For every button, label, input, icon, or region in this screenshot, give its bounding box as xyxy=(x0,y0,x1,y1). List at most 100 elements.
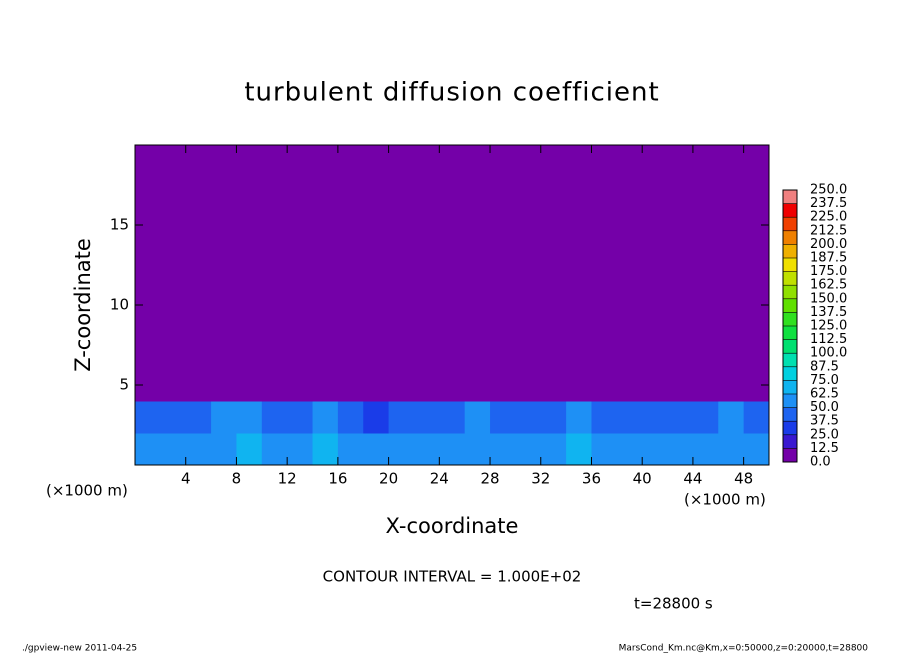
colorbar-label: 62.5 xyxy=(810,387,839,402)
heat-cell xyxy=(439,305,466,338)
heat-cell xyxy=(464,273,491,306)
heat-cell xyxy=(236,337,263,370)
heat-cell xyxy=(642,401,669,434)
heat-cell xyxy=(185,369,212,402)
heat-cell xyxy=(591,305,618,338)
heat-cell xyxy=(515,177,542,210)
heat-cell xyxy=(363,337,390,370)
heat-cell xyxy=(464,369,491,402)
heat-cell xyxy=(540,401,567,434)
heat-cell xyxy=(464,145,491,178)
heat-cell xyxy=(312,337,339,370)
colorbar-label: 237.5 xyxy=(810,196,847,211)
heat-cell xyxy=(135,273,161,306)
heat-cell xyxy=(413,209,440,242)
heat-cell xyxy=(363,145,390,178)
heat-cell xyxy=(464,305,491,338)
heat-cell xyxy=(185,273,212,306)
heat-cell xyxy=(642,305,669,338)
heat-cell xyxy=(388,209,415,242)
heat-cell xyxy=(388,177,415,210)
colorbar-label: 100.0 xyxy=(810,346,847,361)
heat-cell xyxy=(692,209,719,242)
heat-cell xyxy=(337,209,364,242)
heat-cell xyxy=(743,401,770,434)
heat-cell xyxy=(540,433,567,466)
x-tick-label: 12 xyxy=(278,470,297,488)
heat-cell xyxy=(135,401,161,434)
heat-cell xyxy=(667,337,694,370)
heat-cell xyxy=(160,305,187,338)
x-tick-label: 28 xyxy=(480,470,499,488)
colorbar-swatch xyxy=(783,326,797,340)
heat-cell xyxy=(515,433,542,466)
heat-cell xyxy=(236,177,263,210)
heat-cell xyxy=(261,369,288,402)
colorbar-swatch xyxy=(783,271,797,286)
heat-cell xyxy=(185,401,212,434)
heat-cell xyxy=(312,241,339,274)
heat-cell xyxy=(667,433,694,466)
heat-cell xyxy=(261,241,288,274)
heat-cell xyxy=(236,305,263,338)
x-tick-label: 44 xyxy=(683,470,702,488)
heat-cell xyxy=(692,241,719,274)
heat-cell xyxy=(211,145,237,178)
heat-cell xyxy=(337,369,364,402)
heat-cell xyxy=(616,305,643,338)
heat-cell xyxy=(616,401,643,434)
colorbar-swatch xyxy=(783,298,797,313)
heat-cell xyxy=(616,433,643,466)
heat-cell xyxy=(261,145,288,178)
heat-cell xyxy=(160,369,187,402)
heat-cell xyxy=(312,209,339,242)
heat-cell xyxy=(287,273,314,306)
heat-cell xyxy=(413,337,440,370)
heat-cell xyxy=(135,305,161,338)
heat-cell xyxy=(363,401,390,434)
heat-cell xyxy=(287,209,314,242)
heat-cell xyxy=(211,209,237,242)
x-axis-label: X-coordinate xyxy=(386,514,519,538)
heat-cell xyxy=(515,273,542,306)
heat-cell xyxy=(160,433,187,466)
heat-cell xyxy=(312,433,339,466)
heat-cell xyxy=(566,433,592,466)
heat-cell xyxy=(718,209,745,242)
heat-cell xyxy=(515,401,542,434)
heat-cell xyxy=(337,145,364,178)
heat-cell xyxy=(211,369,237,402)
heat-cell xyxy=(566,369,592,402)
x-tick-label: 8 xyxy=(232,470,242,488)
heat-cell xyxy=(692,273,719,306)
footer-right: MarsCond_Km.nc@Km,x=0:50000,z=0:20000,t=… xyxy=(619,644,869,654)
heat-cell xyxy=(388,241,415,274)
heat-cell xyxy=(236,241,263,274)
heat-cell xyxy=(363,209,390,242)
heat-cell xyxy=(439,401,466,434)
heat-cell xyxy=(464,209,491,242)
colorbar-label: 225.0 xyxy=(810,210,847,225)
heat-cell xyxy=(591,337,618,370)
heat-cell xyxy=(312,305,339,338)
heat-cell xyxy=(363,305,390,338)
heat-cell xyxy=(616,145,643,178)
colorbar-swatch xyxy=(783,394,797,408)
heat-cell xyxy=(490,209,516,242)
heat-cell xyxy=(363,433,390,466)
heat-cell xyxy=(490,337,516,370)
footer-left: ./gpview-new 2011-04-25 xyxy=(22,644,137,654)
heat-cell xyxy=(287,369,314,402)
colorbar-swatch xyxy=(783,380,797,394)
heat-cell xyxy=(413,273,440,306)
heat-cell xyxy=(185,433,212,466)
heat-cell xyxy=(388,337,415,370)
heat-cell xyxy=(490,433,516,466)
heat-cell xyxy=(211,273,237,306)
heat-cell xyxy=(413,433,440,466)
x-tick-label: 40 xyxy=(633,470,652,488)
heat-cell xyxy=(439,337,466,370)
heat-cell xyxy=(236,273,263,306)
heat-cell xyxy=(312,177,339,210)
heat-cell xyxy=(540,241,567,274)
